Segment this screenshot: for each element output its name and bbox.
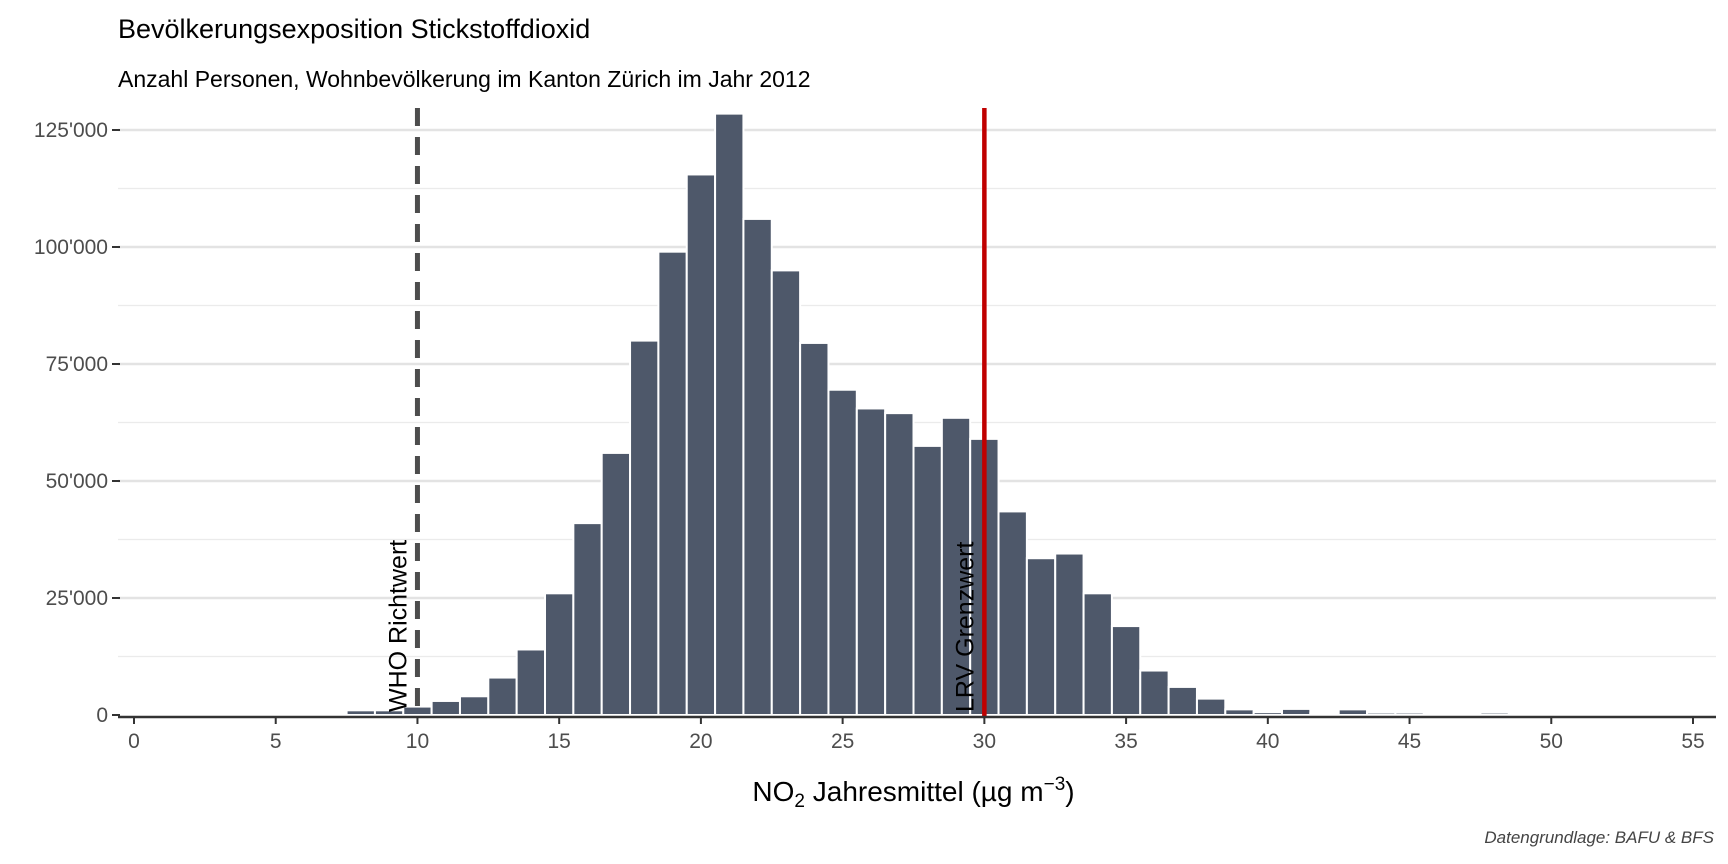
histogram-bar (1479, 711, 1510, 716)
x-tick-label: 25 (831, 730, 854, 753)
y-tick-label: 75'000 (46, 353, 108, 376)
histogram-bar (770, 269, 802, 716)
histogram-bar (799, 341, 830, 716)
histogram-bar (1139, 669, 1170, 716)
y-tick-label: 50'000 (46, 470, 108, 493)
bars (317, 112, 1510, 717)
histogram-bar (742, 217, 773, 716)
x-tick-label: 20 (689, 730, 712, 753)
histogram-bar (487, 676, 518, 716)
histogram-bar (855, 407, 887, 716)
histogram-bar (544, 592, 575, 717)
histogram-bar (1167, 685, 1198, 716)
chart-caption: Datengrundlage: BAFU & BFS (1484, 828, 1714, 847)
histogram-bar (430, 699, 461, 717)
x-axis-title: NO2 Jahresmittel (µg m−3) (752, 774, 1074, 812)
histogram-bar (1082, 592, 1113, 717)
reference-lines: WHO Richtwert LRV Grenzwert (384, 108, 987, 717)
histogram-bar (1252, 711, 1283, 717)
histogram-bar (317, 712, 348, 717)
reference-line-label: WHO Richtwert (384, 540, 412, 712)
histogram-bar (458, 695, 490, 717)
histogram-bar (997, 510, 1028, 717)
histogram-bar (714, 112, 745, 717)
histogram-bar (657, 250, 688, 716)
histogram-bar (1309, 712, 1340, 716)
histogram-bar (1025, 557, 1057, 716)
reference-line-label: LRV Grenzwert (951, 542, 979, 712)
y-tick-label: 0 (96, 704, 108, 727)
x-tick-label: 30 (973, 730, 996, 753)
histogram-bar (1110, 625, 1142, 717)
y-tick-label: 125'000 (34, 119, 108, 142)
histogram-bar (1394, 711, 1425, 716)
histogram-bar (1280, 707, 1312, 717)
histogram-bar (345, 709, 376, 717)
histogram-bar (1224, 708, 1255, 716)
x-tick-label: 55 (1681, 730, 1704, 753)
chart-title: Bevölkerungsexposition Stickstoffdioxid (118, 14, 591, 44)
histogram-bar (1195, 697, 1227, 716)
y-tick-label: 25'000 (46, 587, 108, 610)
histogram-bar (685, 173, 717, 716)
x-tick-label: 50 (1540, 730, 1563, 753)
histogram-bar (912, 444, 943, 716)
x-tick-label: 40 (1256, 730, 1279, 753)
histogram-bar (515, 648, 547, 716)
histogram-bar (884, 412, 915, 716)
histogram-bar (827, 388, 858, 716)
histogram-bar (572, 522, 603, 716)
chart-subtitle: Anzahl Personen, Wohnbevölkerung im Kant… (118, 66, 811, 92)
histogram-bar (1054, 552, 1085, 716)
x-tick-label: 10 (406, 730, 429, 753)
histogram-bar (1366, 711, 1397, 716)
histogram-bar (1337, 708, 1369, 716)
x-tick-label: 5 (270, 730, 282, 753)
histogram-bar (629, 339, 660, 716)
x-tick-label: 0 (128, 730, 140, 753)
x-tick-label: 15 (548, 730, 571, 753)
axes: 0 5 10 15 20 25 30 35 40 45 50 55 0 25'000 50'000 75'00… (34, 119, 1716, 753)
x-tick-label: 45 (1398, 730, 1421, 753)
y-tick-label: 100'000 (34, 236, 108, 259)
x-tick-label: 35 (1114, 730, 1137, 753)
histogram-bar (600, 451, 632, 716)
